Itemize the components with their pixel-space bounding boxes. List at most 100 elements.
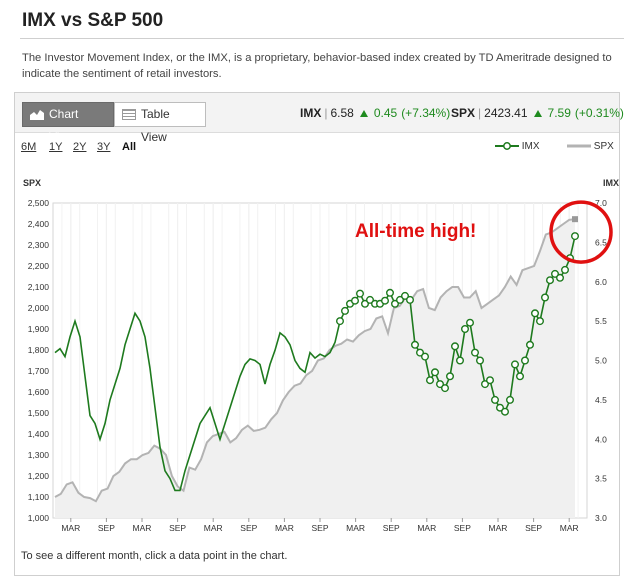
legend-label-imx: IMX — [521, 141, 540, 152]
imx-data-point[interactable] — [496, 403, 505, 412]
imx-quote-value: 6.58 — [330, 106, 354, 120]
imx-data-point[interactable] — [396, 295, 405, 304]
imx-data-point[interactable] — [461, 324, 470, 333]
chart-view-button[interactable]: Chart View — [22, 102, 114, 144]
imx-data-point[interactable] — [466, 318, 475, 327]
range-tab-all[interactable]: All — [122, 141, 137, 153]
page-title: IMX vs S&P 500 — [22, 10, 164, 31]
imx-data-point[interactable] — [361, 299, 370, 308]
x-tick-label: MAR — [346, 523, 365, 533]
legend-item-imx[interactable]: IMX — [495, 141, 540, 152]
table-view-label: Table View — [141, 107, 170, 144]
imx-data-point[interactable] — [426, 376, 435, 385]
imx-data-point[interactable] — [486, 376, 495, 385]
imx-data-point[interactable] — [431, 368, 440, 377]
imx-data-point[interactable] — [366, 295, 375, 304]
imx-tick-label: 3.5 — [595, 474, 607, 484]
x-tick-label: SEP — [311, 523, 328, 533]
spx-tick-label: 2,300 — [28, 240, 50, 250]
range-tab-1y[interactable]: 1Y — [49, 141, 63, 153]
x-tick-label: MAR — [133, 523, 152, 533]
annotation-circle — [549, 200, 613, 264]
imx-data-point[interactable] — [386, 288, 395, 297]
imx-tick-label: 3.0 — [595, 513, 607, 523]
spx-tick-label: 1,600 — [28, 387, 50, 397]
range-tab-6m[interactable]: 6M — [21, 141, 37, 153]
imx-data-point[interactable] — [406, 295, 415, 304]
imx-data-point[interactable] — [456, 356, 465, 365]
imx-data-point[interactable] — [471, 348, 480, 357]
spx-tick-label: 1,400 — [28, 429, 50, 439]
imx-data-point[interactable] — [416, 348, 425, 357]
imx-data-point[interactable] — [336, 317, 345, 326]
imx-data-point[interactable] — [411, 340, 420, 349]
imx-data-point[interactable] — [356, 289, 365, 298]
table-view-button[interactable]: Table View — [114, 102, 206, 144]
spx-line — [54, 218, 576, 503]
imx-data-point[interactable] — [491, 395, 500, 404]
imx-data-point[interactable] — [546, 276, 555, 285]
imx-data-point[interactable] — [401, 291, 410, 300]
imx-data-point[interactable] — [446, 372, 455, 381]
x-tick-label: MAR — [489, 523, 508, 533]
imx-tick-label: 5.0 — [595, 356, 607, 366]
imx-data-point[interactable] — [451, 342, 460, 351]
imx-data-point[interactable] — [441, 384, 450, 393]
annotation-text: All-time high! — [355, 221, 476, 242]
spx-tick-label: 2,500 — [28, 198, 50, 208]
imx-data-point[interactable] — [571, 232, 580, 241]
imx-data-point[interactable] — [351, 296, 360, 305]
imx-data-point[interactable] — [501, 407, 510, 416]
spx-quote-value: 2423.41 — [484, 106, 528, 120]
chart-toolbar: Chart View Table View IMX | 6.58 0.45 (+7.34… — [15, 93, 624, 144]
imx-data-point[interactable] — [381, 296, 390, 305]
spx-quote: SPX | 2423.41 7.59 (+0.31%) — [451, 106, 624, 120]
imx-tick-label: 6.5 — [595, 237, 607, 247]
x-tick-label: SEP — [98, 523, 115, 533]
imx-data-point[interactable] — [536, 317, 545, 326]
chart-plot: 1,000 1,100 1,200 1,300 1,400 1,500 1,600 1,700… — [23, 178, 619, 533]
imx-data-point[interactable] — [476, 356, 485, 365]
up-arrow-icon — [359, 109, 368, 117]
imx-data-point[interactable] — [436, 380, 445, 389]
quote-separator: | — [324, 106, 328, 120]
imx-data-point[interactable] — [391, 299, 400, 308]
spx-tick-label: 2,200 — [28, 261, 50, 271]
imx-data-point[interactable] — [556, 273, 565, 282]
imx-data-point[interactable] — [561, 265, 570, 274]
range-tab-3y[interactable]: 3Y — [97, 141, 111, 153]
imx-data-point[interactable] — [521, 356, 530, 365]
spx-tick-label: 1,300 — [28, 450, 50, 460]
spx-tick-label: 2,100 — [28, 282, 50, 292]
imx-data-point[interactable] — [511, 360, 520, 369]
chart-view-label: Chart View — [49, 107, 79, 144]
spx-tick-label: 1,000 — [28, 513, 50, 523]
spx-tick-label: 1,100 — [28, 492, 50, 502]
area-chart-icon — [30, 110, 44, 120]
x-tick-label: MAR — [61, 523, 80, 533]
range-tab-2y[interactable]: 2Y — [73, 141, 87, 153]
imx-data-point[interactable] — [516, 372, 525, 381]
spx-axis-label: SPX — [23, 178, 41, 188]
legend-item-spx[interactable]: SPX — [567, 141, 614, 152]
spx-quote-label: SPX — [451, 106, 476, 120]
imx-quote-change: 0.45 — [373, 106, 398, 120]
imx-data-point[interactable] — [526, 340, 535, 349]
x-tick-label: SEP — [454, 523, 471, 533]
imx-data-point[interactable] — [341, 306, 350, 315]
quote-separator: | — [478, 106, 482, 120]
imx-data-point[interactable] — [551, 269, 560, 278]
legend-label-spx: SPX — [593, 141, 614, 152]
imx-quote-label: IMX — [300, 106, 322, 120]
spx-legend-swatch — [567, 144, 591, 148]
imx-data-point[interactable] — [421, 352, 430, 361]
x-tick-label: SEP — [169, 523, 186, 533]
imx-tick-label: 7.0 — [595, 198, 607, 208]
up-arrow-icon — [533, 109, 542, 117]
imx-data-point[interactable] — [481, 380, 490, 389]
table-icon — [122, 109, 136, 120]
imx-data-point[interactable] — [506, 395, 515, 404]
imx-data-point[interactable] — [531, 309, 540, 318]
spx-tick-label: 2,000 — [28, 303, 50, 313]
imx-data-point[interactable] — [541, 293, 550, 302]
